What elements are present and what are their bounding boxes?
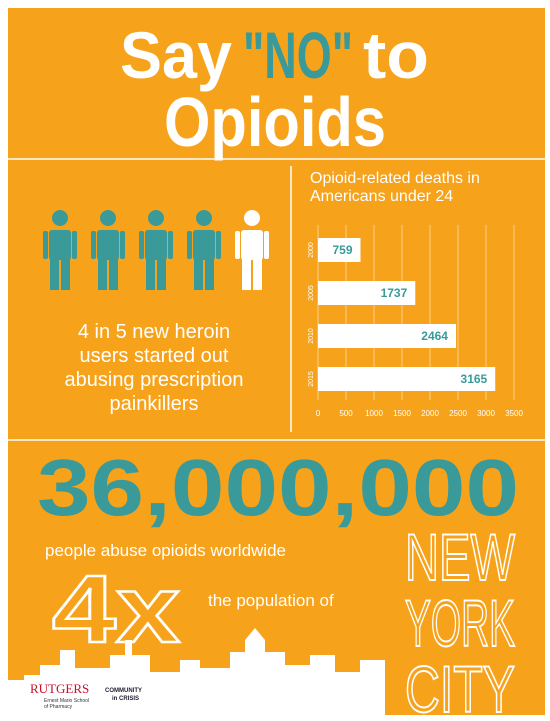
y-tick-label: 2015 bbox=[308, 371, 315, 387]
person-arm bbox=[216, 231, 221, 259]
y-tick-label: 2010 bbox=[308, 328, 315, 344]
bar bbox=[318, 281, 416, 305]
people-icons bbox=[43, 210, 269, 290]
person-leg bbox=[50, 258, 59, 290]
person-head bbox=[52, 210, 68, 226]
logo-panel bbox=[24, 675, 164, 713]
data-label: 759 bbox=[332, 243, 352, 257]
person-body bbox=[241, 230, 263, 260]
bar bbox=[318, 324, 456, 348]
person-arm bbox=[91, 231, 96, 259]
person-icon bbox=[235, 210, 269, 290]
logo-school: of Pharmacy bbox=[44, 704, 73, 710]
person-arm bbox=[72, 231, 77, 259]
person-leg bbox=[205, 258, 214, 290]
logo-rutgers: RUTGERS bbox=[30, 681, 89, 696]
stat-line: abusing prescription bbox=[65, 369, 244, 391]
person-body bbox=[49, 230, 71, 260]
person-arm bbox=[43, 231, 48, 259]
person-leg bbox=[109, 258, 118, 290]
stat-line: painkillers bbox=[110, 393, 199, 415]
x-tick-label: 3500 bbox=[505, 409, 523, 418]
person-arm bbox=[168, 231, 173, 259]
person-body bbox=[145, 230, 167, 260]
person-head bbox=[148, 210, 164, 226]
x-tick-label: 500 bbox=[339, 409, 353, 418]
data-label: 3165 bbox=[461, 372, 488, 386]
person-leg bbox=[146, 258, 155, 290]
title-highlight: "NO" bbox=[243, 18, 353, 92]
caption: people abuse opioids worldwide bbox=[45, 541, 286, 560]
stat-line: users started out bbox=[80, 345, 229, 367]
person-arm bbox=[139, 231, 144, 259]
person-leg bbox=[157, 258, 166, 290]
chart-title: Americans under 24 bbox=[310, 188, 453, 205]
bar bbox=[318, 238, 361, 262]
data-label: 1737 bbox=[381, 286, 408, 300]
person-icon bbox=[187, 210, 221, 290]
logo-school: Ernest Mario School bbox=[44, 698, 89, 704]
stat-line: 4 in 5 new heroin bbox=[78, 321, 230, 343]
x-tick-label: 2000 bbox=[421, 409, 439, 418]
person-leg bbox=[242, 258, 251, 290]
title-line2: Opioids bbox=[164, 83, 386, 161]
person-head bbox=[196, 210, 212, 226]
logo-community: COMMUNITY bbox=[105, 688, 142, 694]
person-icon bbox=[91, 210, 125, 290]
person-arm bbox=[264, 231, 269, 259]
population-text: the population of bbox=[208, 591, 334, 610]
city-word: YORK bbox=[405, 586, 515, 660]
person-arm bbox=[235, 231, 240, 259]
y-tick-label: 2000 bbox=[308, 242, 315, 258]
person-head bbox=[244, 210, 260, 226]
city-word: CITY bbox=[405, 652, 515, 721]
person-icon bbox=[139, 210, 173, 290]
person-body bbox=[97, 230, 119, 260]
x-tick-label: 0 bbox=[316, 409, 321, 418]
person-icon bbox=[43, 210, 77, 290]
logo-community: in CRISIS bbox=[112, 696, 139, 702]
x-tick-label: 1500 bbox=[393, 409, 411, 418]
x-tick-label: 1000 bbox=[365, 409, 383, 418]
person-arm bbox=[187, 231, 192, 259]
person-leg bbox=[61, 258, 70, 290]
chart-title: Opioid-related deaths in bbox=[310, 170, 480, 187]
big-number: 36,000,000 bbox=[37, 443, 519, 532]
x-tick-label: 3000 bbox=[477, 409, 495, 418]
y-tick-label: 2005 bbox=[308, 285, 315, 301]
person-body bbox=[193, 230, 215, 260]
person-leg bbox=[253, 258, 262, 290]
data-label: 2464 bbox=[421, 329, 448, 343]
multiplier: 4x bbox=[52, 556, 180, 663]
background bbox=[8, 8, 545, 715]
person-leg bbox=[98, 258, 107, 290]
title-to: to bbox=[363, 18, 429, 92]
x-tick-label: 2500 bbox=[449, 409, 467, 418]
title-say: Say bbox=[120, 18, 232, 92]
person-head bbox=[100, 210, 116, 226]
person-arm bbox=[120, 231, 125, 259]
city-word: NEW bbox=[405, 520, 516, 594]
person-leg bbox=[194, 258, 203, 290]
bar bbox=[318, 367, 496, 391]
